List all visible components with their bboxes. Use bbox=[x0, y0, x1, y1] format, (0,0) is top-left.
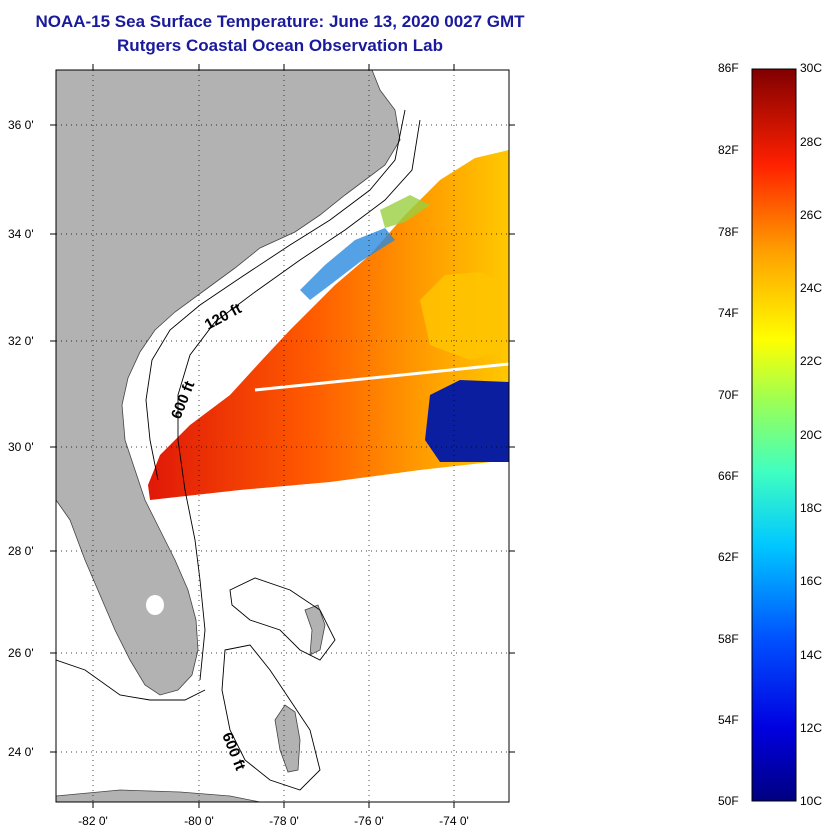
colorbar-f-label: 54F bbox=[718, 713, 739, 727]
graticule bbox=[56, 70, 509, 802]
map-title: NOAA-15 Sea Surface Temperature: June 13… bbox=[35, 12, 525, 31]
colorbar-c-label: 24C bbox=[800, 281, 823, 295]
colorbar-c-label: 12C bbox=[800, 721, 823, 735]
lat-label: 28 0' bbox=[8, 544, 34, 558]
sst-green-patches bbox=[380, 195, 430, 228]
lat-label: 26 0' bbox=[8, 646, 34, 660]
contour-bahamas-south bbox=[221, 644, 321, 791]
lat-label: 34 0' bbox=[8, 227, 34, 241]
contour-bahamas bbox=[229, 577, 336, 661]
colorbar-c-label: 14C bbox=[800, 648, 823, 662]
colorbar-c-label: 20C bbox=[800, 428, 823, 442]
contour-florida-keys bbox=[56, 659, 206, 701]
colorbar-f-label: 78F bbox=[718, 225, 739, 239]
colorbar-c-label: 28C bbox=[800, 135, 823, 149]
contour-600ft bbox=[177, 119, 421, 681]
sst-swath bbox=[148, 150, 509, 500]
swath-scanline bbox=[254, 362, 509, 392]
colorbar bbox=[751, 68, 797, 802]
lon-label: -78 0' bbox=[269, 814, 299, 828]
sst-shelf-patches bbox=[300, 228, 395, 300]
colorbar-f-label: 74F bbox=[718, 306, 739, 320]
colorbar-c-label: 18C bbox=[800, 501, 823, 515]
axis-ticks bbox=[50, 64, 515, 808]
lake-okeechobee bbox=[146, 595, 164, 615]
colorbar-c-label: 22C bbox=[800, 354, 823, 368]
lat-label: 32 0' bbox=[8, 334, 34, 348]
lat-label: 36 0' bbox=[8, 118, 34, 132]
plot-frame bbox=[55, 69, 510, 803]
lon-label: -76 0' bbox=[354, 814, 384, 828]
lon-label: -74 0' bbox=[439, 814, 469, 828]
land-mainland bbox=[56, 70, 401, 696]
colorbar-c-label: 26C bbox=[800, 208, 823, 222]
lat-label: 30 0' bbox=[8, 440, 34, 454]
colorbar-f-label: 50F bbox=[718, 794, 739, 808]
land-bahamas-andros bbox=[274, 704, 301, 773]
colorbar-f-label: 86F bbox=[718, 61, 739, 75]
colorbar-c-label: 30C bbox=[800, 61, 823, 75]
colorbar-f-label: 82F bbox=[718, 143, 739, 157]
sst-cold-patch bbox=[425, 380, 509, 462]
colorbar-f-label: 62F bbox=[718, 550, 739, 564]
land-cuba bbox=[56, 789, 261, 802]
lon-label: -80 0' bbox=[184, 814, 214, 828]
lon-label: -82 0' bbox=[78, 814, 108, 828]
colorbar-f-label: 66F bbox=[718, 469, 739, 483]
map-subtitle: Rutgers Coastal Ocean Observation Lab bbox=[117, 36, 443, 55]
sst-warm-core bbox=[420, 272, 509, 360]
colorbar-c-label: 10C bbox=[800, 794, 823, 808]
colorbar-f-label: 70F bbox=[718, 388, 739, 402]
colorbar-f-label: 58F bbox=[718, 632, 739, 646]
contour-120ft bbox=[145, 109, 406, 481]
colorbar-c-label: 16C bbox=[800, 574, 823, 588]
lat-label: 24 0' bbox=[8, 745, 34, 759]
land-bahamas-abaco bbox=[304, 604, 326, 656]
